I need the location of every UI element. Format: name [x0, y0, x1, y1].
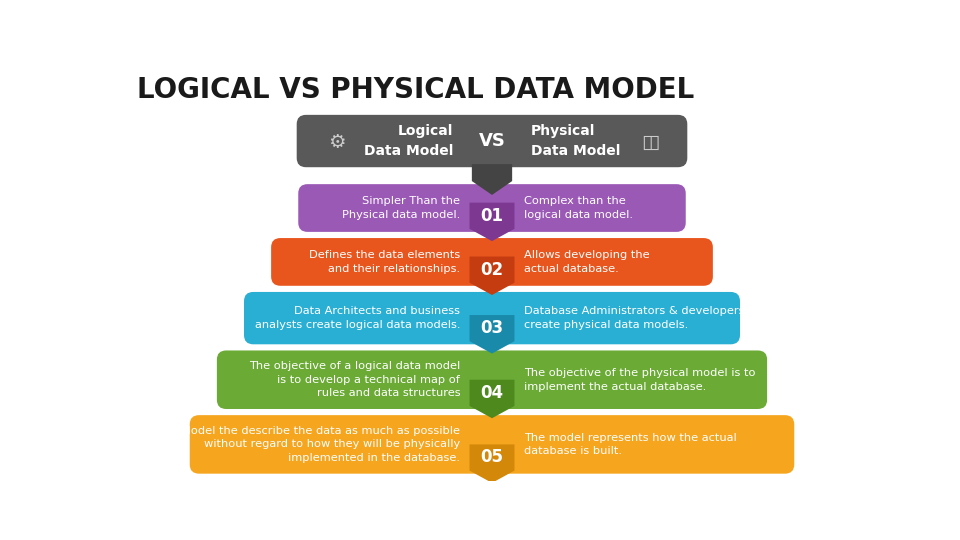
Polygon shape: [469, 444, 515, 483]
Text: Model the describe the data as much as possible
without regard to how they will : Model the describe the data as much as p…: [181, 426, 460, 463]
Text: Database Administrators & developers
create physical data models.: Database Administrators & developers cre…: [524, 306, 744, 330]
FancyBboxPatch shape: [217, 350, 767, 409]
Text: ◫: ◫: [641, 133, 660, 152]
FancyBboxPatch shape: [299, 184, 685, 232]
Polygon shape: [469, 380, 515, 418]
Text: Logical
Data Model: Logical Data Model: [364, 124, 453, 158]
Text: 04: 04: [480, 384, 504, 402]
Text: VS: VS: [479, 132, 505, 150]
Text: Defines the data elements
and their relationships.: Defines the data elements and their rela…: [309, 250, 460, 274]
Text: 02: 02: [480, 261, 504, 279]
Text: The objective of the physical model is to
implement the actual database.: The objective of the physical model is t…: [524, 368, 756, 392]
Text: Complex than the
logical data model.: Complex than the logical data model.: [524, 196, 633, 220]
FancyBboxPatch shape: [271, 238, 713, 286]
Polygon shape: [469, 256, 515, 295]
Text: Simpler Than the
Physical data model.: Simpler Than the Physical data model.: [342, 196, 460, 220]
Text: 05: 05: [481, 449, 503, 467]
Text: 03: 03: [480, 319, 504, 337]
FancyBboxPatch shape: [244, 292, 740, 345]
Text: Physical
Data Model: Physical Data Model: [531, 124, 620, 158]
Text: 01: 01: [481, 207, 503, 225]
Text: The model represents how the actual
database is built.: The model represents how the actual data…: [524, 433, 736, 456]
Text: The objective of a logical data model
is to develop a technical map of
rules and: The objective of a logical data model is…: [249, 361, 460, 399]
Text: Allows developing the
actual database.: Allows developing the actual database.: [524, 250, 649, 274]
Polygon shape: [469, 202, 515, 241]
Text: Data Architects and business
analysts create logical data models.: Data Architects and business analysts cr…: [254, 306, 460, 330]
Text: ⚙: ⚙: [328, 133, 346, 152]
FancyBboxPatch shape: [297, 115, 687, 167]
Polygon shape: [469, 315, 515, 354]
FancyBboxPatch shape: [190, 415, 794, 474]
Polygon shape: [472, 164, 512, 195]
Text: LOGICAL VS PHYSICAL DATA MODEL: LOGICAL VS PHYSICAL DATA MODEL: [137, 76, 694, 104]
